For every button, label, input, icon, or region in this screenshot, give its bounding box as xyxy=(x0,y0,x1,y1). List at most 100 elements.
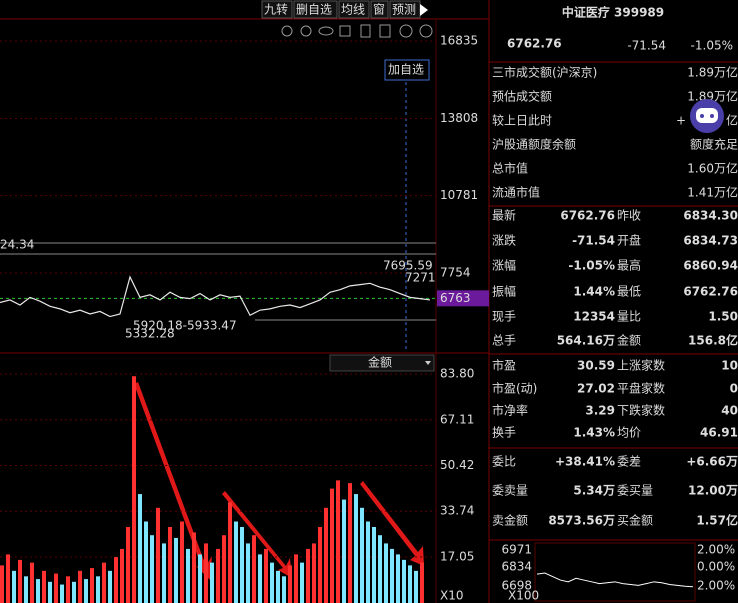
y-tick-label: 33.74 xyxy=(440,504,474,518)
volume-bar xyxy=(6,554,10,603)
summary-value: 额度充足 xyxy=(690,137,738,152)
quote-label: 最新 xyxy=(492,208,516,223)
quote-value: 5.34万 xyxy=(573,484,615,498)
volume-bar xyxy=(108,570,112,603)
quote-label: 开盘 xyxy=(617,233,641,248)
arrow xyxy=(360,481,424,566)
icon xyxy=(360,24,371,38)
quote-label: 买金额 xyxy=(617,513,653,528)
mini-left-label: 6834 xyxy=(501,560,532,574)
y-tick-label: 16835 xyxy=(440,34,478,48)
quote-value: 1.43% xyxy=(573,426,615,440)
volume-bar xyxy=(330,488,334,603)
volume-bar xyxy=(120,548,124,603)
volume-bar xyxy=(414,570,418,603)
volume-bar xyxy=(72,581,76,603)
summary-label: 较上日此时 xyxy=(492,113,552,128)
volume-bar xyxy=(48,581,52,603)
y-tick-label: 7754 xyxy=(440,266,471,280)
summary-value: 1.60万亿 xyxy=(687,161,738,176)
volume-bar xyxy=(84,579,88,603)
quote-value: 30.59 xyxy=(577,359,615,373)
price-annotation: 7271 xyxy=(405,271,436,285)
volume-bar xyxy=(60,584,64,603)
volume-bar xyxy=(312,543,316,603)
volume-bar xyxy=(156,507,160,603)
toolbar-arrow[interactable] xyxy=(420,4,428,16)
summary-label: 预估成交额 xyxy=(492,89,552,104)
mini-left-label: 6698 xyxy=(501,579,532,593)
icon xyxy=(339,25,351,37)
icon xyxy=(281,25,293,37)
quote-label: 最高 xyxy=(617,258,641,273)
mini-chart-frame xyxy=(534,542,696,602)
quote-label: 均价 xyxy=(617,426,641,440)
quote-label: 总手 xyxy=(492,334,516,348)
volume-bar xyxy=(78,570,82,603)
volume-bar xyxy=(366,521,370,603)
mini-multiplier: X100 xyxy=(508,589,539,603)
volume-bar xyxy=(210,562,214,603)
volume-bar xyxy=(0,565,4,603)
quote-value: 3.29 xyxy=(585,404,615,418)
volume-bar xyxy=(270,562,274,603)
volume-bar xyxy=(246,543,250,603)
mini-right-label: 2.00% xyxy=(697,579,735,593)
volume-bar xyxy=(360,507,364,603)
quote-label: 涨幅 xyxy=(492,258,516,273)
quote-value: 10 xyxy=(721,359,738,373)
summary-label: 沪股通额度余额 xyxy=(492,137,576,152)
volume-bar xyxy=(138,494,142,603)
selector-box[interactable] xyxy=(329,354,435,372)
volume-bar xyxy=(258,554,262,603)
toolbar-button[interactable] xyxy=(261,0,293,19)
volume-bar xyxy=(372,526,376,603)
volume-bar xyxy=(342,499,346,603)
volume-bar xyxy=(276,570,280,603)
quote-label: 市盈 xyxy=(492,358,516,373)
toolbar-button[interactable] xyxy=(338,0,370,19)
icon[interactable] xyxy=(419,24,433,38)
add-watch-button[interactable] xyxy=(384,59,430,81)
quote-label: 卖金额 xyxy=(492,513,528,528)
volume-bar xyxy=(336,480,340,603)
icon[interactable] xyxy=(399,24,413,38)
y-tick-label: 83.80 xyxy=(440,367,474,381)
quote-value: 6762.76 xyxy=(560,209,615,223)
volume-bar xyxy=(180,521,184,603)
volume-bar xyxy=(216,548,220,603)
summary-value: 1.89万亿 xyxy=(687,89,738,104)
volume-bar xyxy=(306,548,310,603)
volume-bar xyxy=(36,579,40,603)
quote-value: 6860.94 xyxy=(683,259,738,273)
icon xyxy=(318,26,334,36)
mini-right-label: 2.00% xyxy=(697,543,735,557)
volume-bar xyxy=(150,535,154,603)
multiplier-label: X10 xyxy=(440,589,464,603)
current-price-box xyxy=(437,290,489,307)
quote-label: 市净率 xyxy=(492,403,528,418)
quote-value: 8573.56万 xyxy=(548,514,615,528)
quote-label: 委卖量 xyxy=(492,484,528,498)
quote-value: 46.91 xyxy=(700,426,738,440)
summary-label: 流通市值 xyxy=(492,185,540,200)
quote-label: 昨收 xyxy=(617,209,641,223)
toolbar-label: 九转 xyxy=(264,2,288,17)
volume-bar xyxy=(390,548,394,603)
volume-bar xyxy=(282,576,286,603)
toolbar-button[interactable] xyxy=(370,0,389,19)
volume-bar xyxy=(66,576,70,603)
price-line xyxy=(0,275,431,318)
volume-bar xyxy=(420,562,424,603)
toolbar-button[interactable] xyxy=(293,0,338,19)
toolbar-label: 预测 xyxy=(392,3,416,17)
volume-bar xyxy=(222,535,226,603)
quote-pct: -1.05% xyxy=(691,39,733,53)
y-tick-label: 67.11 xyxy=(440,412,474,426)
volume-bar xyxy=(114,557,118,603)
selector-label: 金额 xyxy=(368,355,392,370)
volume-bar xyxy=(408,565,412,603)
quote-value: +38.41% xyxy=(555,455,615,469)
volume-bar xyxy=(126,526,130,603)
quote-label: 金额 xyxy=(617,333,641,348)
